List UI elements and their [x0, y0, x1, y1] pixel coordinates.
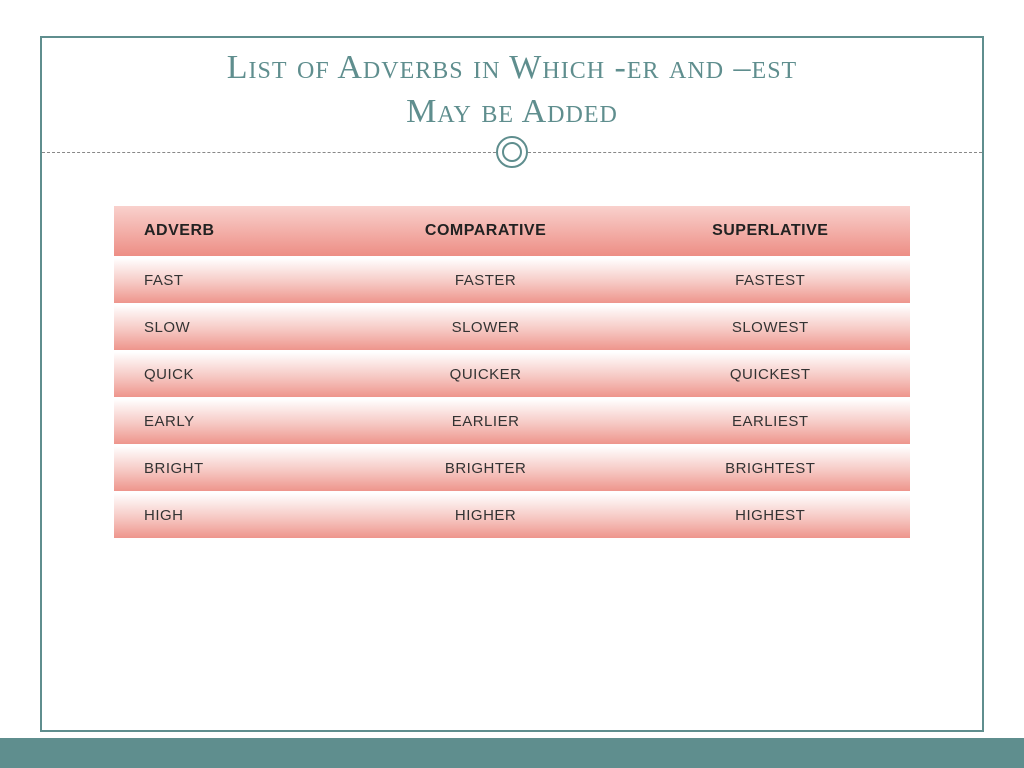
bottom-accent-bar	[0, 738, 1024, 768]
table-row: FAST FASTER FASTEST	[114, 258, 910, 303]
cell-superlative: BRIGHTEST	[630, 446, 910, 491]
cell-adverb: BRIGHT	[114, 446, 341, 491]
cell-superlative: QUICKEST	[630, 352, 910, 397]
slide-title: List of Adverbs in Which -er and –est Ma…	[62, 46, 962, 134]
cell-superlative: EARLIEST	[630, 399, 910, 444]
divider-circle-inner	[502, 142, 522, 162]
table-row: HIGH HIGHER HIGHEST	[114, 493, 910, 538]
table-header-row: Adverb Comparative Superlative	[114, 206, 910, 256]
adverbs-table: Adverb Comparative Superlative FAST FAST…	[114, 204, 910, 540]
title-area: List of Adverbs in Which -er and –est Ma…	[42, 38, 982, 146]
table-row: QUICK QUICKER QUICKEST	[114, 352, 910, 397]
table-container: Adverb Comparative Superlative FAST FAST…	[42, 176, 982, 560]
cell-adverb: FAST	[114, 258, 341, 303]
divider	[42, 146, 982, 176]
title-line-1: List of Adverbs in Which -er and –est	[227, 49, 797, 86]
header-adverb: Adverb	[114, 206, 341, 256]
cell-comparative: QUICKER	[341, 352, 631, 397]
cell-comparative: HIGHER	[341, 493, 631, 538]
cell-superlative: HIGHEST	[630, 493, 910, 538]
cell-comparative: SLOWER	[341, 305, 631, 350]
cell-superlative: SLOWEST	[630, 305, 910, 350]
table-row: BRIGHT BRIGHTER BRIGHTEST	[114, 446, 910, 491]
table-row: EARLY EARLIER EARLIEST	[114, 399, 910, 444]
slide-frame: List of Adverbs in Which -er and –est Ma…	[40, 36, 984, 732]
header-comparative: Comparative	[341, 206, 631, 256]
cell-adverb: SLOW	[114, 305, 341, 350]
cell-comparative: EARLIER	[341, 399, 631, 444]
table-row: SLOW SLOWER SLOWEST	[114, 305, 910, 350]
cell-comparative: FASTER	[341, 258, 631, 303]
cell-adverb: EARLY	[114, 399, 341, 444]
cell-adverb: HIGH	[114, 493, 341, 538]
cell-superlative: FASTEST	[630, 258, 910, 303]
title-line-2: May be Added	[406, 93, 618, 130]
header-superlative: Superlative	[630, 206, 910, 256]
cell-comparative: BRIGHTER	[341, 446, 631, 491]
cell-adverb: QUICK	[114, 352, 341, 397]
